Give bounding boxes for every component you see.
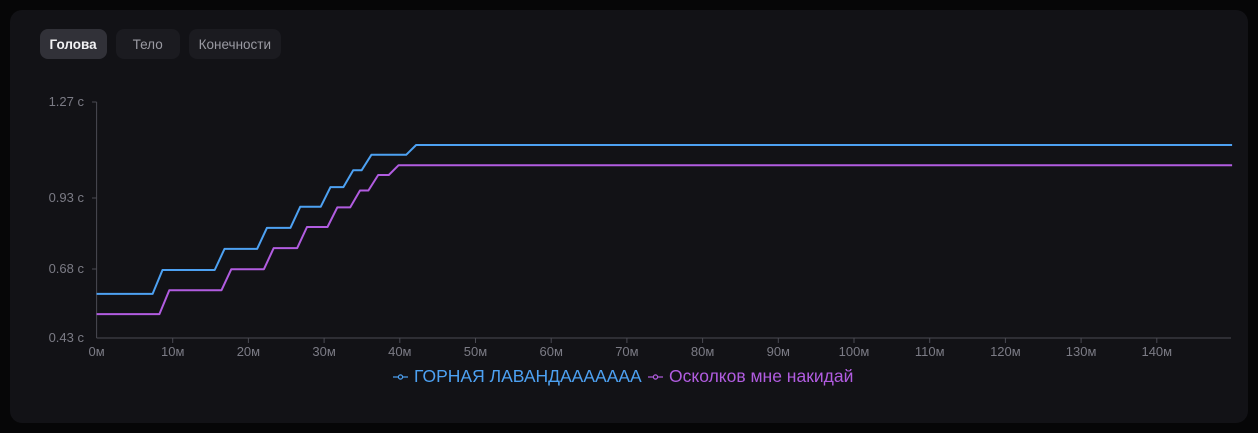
svg-text:110м: 110м: [915, 344, 945, 359]
svg-text:1.27 с: 1.27 с: [49, 94, 85, 109]
svg-text:90м: 90м: [767, 344, 790, 359]
svg-text:120м: 120м: [990, 344, 1021, 359]
svg-text:30м: 30м: [312, 344, 335, 359]
svg-text:40м: 40м: [388, 344, 411, 359]
svg-text:20м: 20м: [237, 344, 260, 359]
svg-text:0.93 с: 0.93 с: [49, 190, 85, 205]
svg-text:0.43 с: 0.43 с: [49, 330, 85, 345]
svg-text:0м: 0м: [89, 344, 105, 359]
svg-text:140м: 140м: [1141, 344, 1172, 359]
svg-text:130м: 130м: [1066, 344, 1097, 359]
svg-text:80м: 80м: [691, 344, 714, 359]
svg-text:70м: 70м: [615, 344, 638, 359]
svg-text:10м: 10м: [161, 344, 184, 359]
svg-text:60м: 60м: [539, 344, 562, 359]
svg-text:50м: 50м: [464, 344, 487, 359]
svg-text:0.68 с: 0.68 с: [49, 261, 85, 276]
svg-text:100м: 100м: [839, 344, 870, 359]
